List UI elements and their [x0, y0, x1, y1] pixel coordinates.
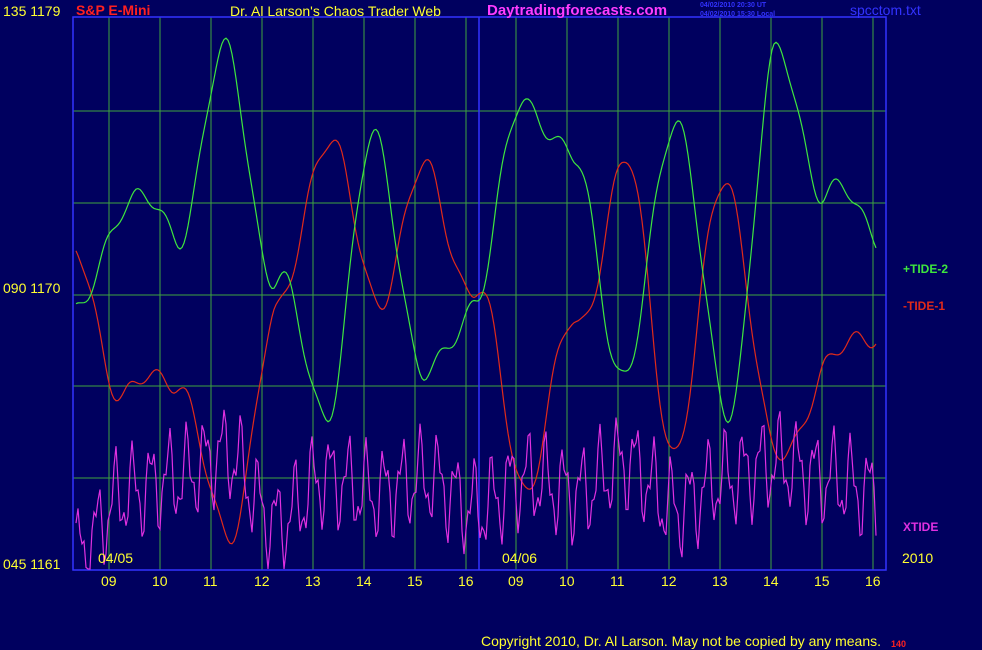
x-tick-label: 11 [610, 573, 625, 589]
filename-label: spcctom.txt [850, 2, 921, 18]
x-tick-label: 16 [865, 573, 881, 589]
x-tick-label: 14 [356, 573, 372, 589]
date-label-1: 04/05 [98, 550, 134, 566]
legend-tide2: +TIDE-2 [903, 262, 949, 276]
x-tick-label: 10 [559, 573, 575, 589]
x-tick-label: 09 [508, 573, 524, 589]
year-label: 2010 [902, 550, 934, 566]
date-label-2: 04/06 [502, 550, 538, 566]
x-tick-label: 10 [152, 573, 168, 589]
copyright-text: Copyright 2010, Dr. Al Larson. May not b… [481, 633, 882, 649]
x-tick-label: 09 [101, 573, 117, 589]
x-tick-label: 15 [814, 573, 830, 589]
x-tick-label: 11 [203, 573, 218, 589]
x-tick-label: 13 [712, 573, 728, 589]
x-tick-label: 15 [407, 573, 423, 589]
footer-stamp: 140 [891, 639, 907, 649]
legend-xtide: XTIDE [903, 520, 939, 534]
x-tick-label: 14 [763, 573, 779, 589]
instrument-label: S&P E-Mini [76, 2, 151, 18]
legend-tide1: -TIDE-1 [903, 299, 945, 313]
timestamp-ut: 04/02/2010 20:30 UT [700, 2, 767, 9]
timestamp-local: 04/02/2010 15:30 Local [700, 11, 776, 18]
chart-title: Dr. Al Larson's Chaos Trader Web [230, 3, 441, 19]
series-line-xtide [75, 409, 877, 570]
x-tick-label: 16 [458, 573, 474, 589]
website-label: Daytradingforecasts.com [487, 2, 668, 19]
header-left-values: 135 1179 [3, 3, 61, 19]
series-line-tide2 [75, 37, 877, 424]
left-axis-mid: 090 1170 [3, 280, 61, 296]
x-tick-label: 13 [305, 573, 321, 589]
left-axis-bottom: 045 1161 [3, 556, 61, 572]
x-tick-label: 12 [254, 573, 270, 589]
x-tick-label: 12 [661, 573, 677, 589]
series-line-tide1 [75, 139, 877, 545]
